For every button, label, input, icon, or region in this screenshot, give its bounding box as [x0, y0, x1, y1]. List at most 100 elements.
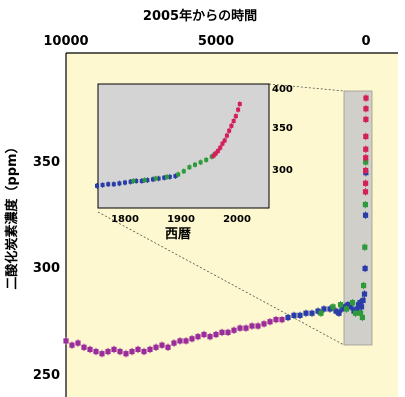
data-point	[333, 308, 339, 314]
data-point	[171, 340, 177, 346]
data-point	[117, 348, 123, 355]
data-point	[222, 138, 227, 143]
data-point	[219, 329, 225, 335]
data-point	[359, 314, 365, 321]
inset-plot-area	[97, 83, 270, 209]
data-point	[363, 106, 369, 112]
data-point	[93, 348, 99, 355]
data-point	[201, 331, 207, 338]
y-tick-label: 300	[33, 261, 60, 276]
data-point	[345, 302, 351, 308]
data-point	[231, 119, 236, 124]
data-point	[204, 157, 209, 162]
data-point	[363, 146, 369, 152]
data-point	[198, 160, 203, 165]
data-point	[361, 291, 368, 297]
data-point	[99, 351, 105, 357]
data-point	[309, 310, 315, 316]
data-point	[237, 102, 242, 107]
top-axis-title: 2005年からの時間	[143, 8, 257, 24]
data-point	[363, 155, 369, 161]
data-point	[159, 342, 165, 348]
data-point	[213, 151, 218, 156]
data-point	[358, 304, 365, 310]
top-tick-label: 0	[361, 34, 370, 49]
data-point	[156, 176, 161, 181]
data-point	[213, 331, 219, 338]
data-point	[330, 304, 336, 310]
data-point	[362, 189, 369, 195]
y-tick-label: 250	[33, 368, 60, 383]
inset-x-tick-label: 2000	[223, 214, 251, 225]
data-point	[105, 348, 111, 355]
data-point	[225, 329, 231, 335]
data-point	[81, 344, 87, 350]
data-point	[139, 178, 144, 183]
inset-y-tick-label: 300	[272, 165, 293, 176]
data-point	[236, 107, 241, 112]
data-point	[211, 153, 216, 158]
data-point	[318, 310, 324, 316]
data-point	[337, 302, 344, 308]
inset-series	[95, 101, 242, 189]
data-point	[233, 114, 238, 119]
zoom-connector-top	[268, 83, 345, 92]
inset-x-tick-label: 1900	[167, 214, 195, 225]
data-point	[151, 177, 155, 182]
data-point	[362, 202, 368, 208]
data-point	[142, 178, 147, 183]
inset-y-tick-label: 400	[272, 84, 293, 95]
data-point	[249, 323, 255, 329]
inset-x-tick-label: 1800	[111, 214, 139, 225]
main-series	[63, 94, 369, 358]
y-tick-label: 350	[33, 155, 60, 170]
data-point	[327, 306, 333, 312]
data-point	[360, 297, 366, 304]
data-point	[165, 174, 169, 179]
data-point	[362, 265, 368, 272]
data-point	[131, 178, 136, 183]
data-point	[363, 133, 369, 140]
data-point	[362, 244, 368, 250]
data-point	[285, 314, 291, 321]
data-point	[69, 342, 75, 348]
data-point	[153, 344, 159, 350]
data-point	[352, 310, 359, 316]
data-point	[87, 346, 93, 353]
data-point	[165, 344, 171, 350]
data-point	[187, 165, 192, 170]
data-point	[95, 183, 99, 188]
data-point	[183, 338, 189, 344]
data-point	[279, 317, 285, 323]
data-point	[215, 148, 220, 153]
data-point	[106, 182, 111, 187]
data-point	[339, 306, 345, 312]
data-point	[273, 317, 279, 323]
data-point	[363, 159, 369, 165]
data-point	[336, 310, 342, 316]
data-point	[100, 183, 105, 188]
data-point	[111, 346, 117, 353]
data-point	[343, 306, 350, 312]
data-point	[177, 338, 183, 344]
data-point	[363, 95, 369, 101]
data-point	[220, 141, 225, 146]
data-point	[227, 128, 232, 133]
data-point	[348, 304, 354, 310]
top-tick-label: 10000	[43, 34, 88, 49]
data-point	[224, 133, 229, 138]
data-point	[291, 312, 297, 318]
data-point	[195, 334, 201, 340]
data-point	[261, 321, 267, 327]
zoom-connector-bottom	[97, 211, 345, 346]
data-point	[297, 312, 303, 318]
data-point	[145, 178, 150, 183]
data-point	[134, 178, 139, 183]
data-point	[321, 306, 327, 312]
data-point	[218, 145, 223, 150]
data-point	[231, 327, 237, 333]
data-point	[75, 340, 81, 346]
data-point	[354, 306, 360, 312]
data-point	[193, 162, 197, 167]
